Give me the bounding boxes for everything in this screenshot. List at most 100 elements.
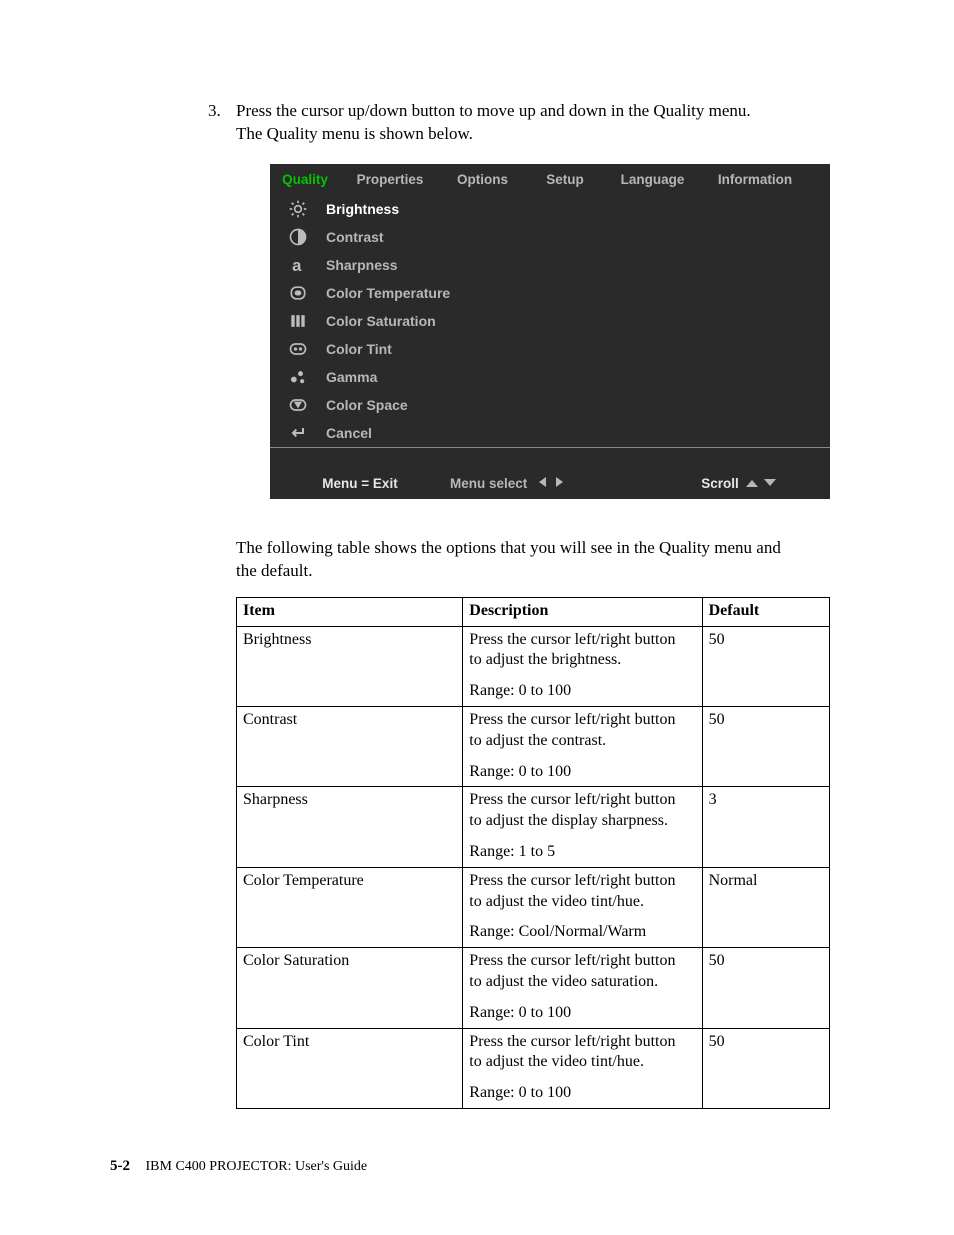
cell-item: Contrast [237, 706, 463, 786]
cell-description: Press the cursor left/right button to ad… [463, 706, 702, 786]
sharpness-icon: a [270, 255, 326, 275]
contrast-icon [270, 227, 326, 247]
table-row: Brightness Press the cursor left/right b… [237, 626, 830, 706]
osd-item-color-saturation[interactable]: Color Saturation [270, 307, 830, 335]
desc-range: Range: 0 to 100 [469, 762, 695, 783]
tab-language[interactable]: Language [605, 164, 700, 193]
gamma-icon [270, 367, 326, 387]
cell-description: Press the cursor left/right button to ad… [463, 948, 702, 1028]
table-row: Color Temperature Press the cursor left/… [237, 867, 830, 947]
color-tint-icon [270, 339, 326, 359]
cell-item: Sharpness [237, 787, 463, 867]
cell-description: Press the cursor left/right button to ad… [463, 1028, 702, 1108]
desc-line: Press the cursor left/right button [469, 711, 675, 728]
desc-line: to adjust the video tint/hue. [469, 893, 644, 910]
desc-range: Range: Cool/Normal/Warm [469, 922, 695, 943]
osd-item-label: Color Temperature [326, 285, 450, 301]
arrow-left-icon [535, 476, 551, 491]
osd-separator [270, 447, 830, 470]
footer-scroll: Scroll [660, 476, 830, 491]
table-row: Contrast Press the cursor left/right but… [237, 706, 830, 786]
brightness-icon [270, 199, 326, 219]
desc-line: Press the cursor left/right button [469, 872, 675, 889]
cell-description: Press the cursor left/right button to ad… [463, 626, 702, 706]
cell-description: Press the cursor left/right button to ad… [463, 867, 702, 947]
desc-line: Press the cursor left/right button [469, 1033, 675, 1050]
color-space-icon [270, 395, 326, 415]
osd-item-label: Color Space [326, 397, 408, 413]
desc-range: Range: 1 to 5 [469, 842, 695, 863]
svg-text:a: a [292, 256, 302, 275]
osd-item-label: Gamma [326, 369, 377, 385]
instruction-item: 3. Press the cursor up/down button to mo… [236, 100, 844, 146]
osd-tab-bar: Quality Properties Options Setup Languag… [270, 164, 830, 193]
desc-line: to adjust the video tint/hue. [469, 1053, 644, 1070]
header-description: Description [463, 597, 702, 626]
cell-default: 50 [702, 1028, 829, 1108]
desc-line: to adjust the contrast. [469, 732, 606, 749]
cell-default: 50 [702, 706, 829, 786]
table-intro-line2: the default. [236, 561, 312, 580]
cell-description: Press the cursor left/right button to ad… [463, 787, 702, 867]
desc-range: Range: 0 to 100 [469, 681, 695, 702]
cell-default: 50 [702, 626, 829, 706]
desc-line: to adjust the video saturation. [469, 973, 658, 990]
footer-title: IBM C400 PROJECTOR: User's Guide [146, 1159, 368, 1174]
table-intro: The following table shows the options th… [236, 537, 844, 583]
desc-line: Press the cursor left/right button [469, 791, 675, 808]
desc-range: Range: 0 to 100 [469, 1003, 695, 1024]
page-footer: 5-2 IBM C400 PROJECTOR: User's Guide [110, 1158, 367, 1175]
osd-item-brightness[interactable]: Brightness [270, 195, 830, 223]
arrow-right-icon [551, 476, 567, 491]
cell-item: Color Saturation [237, 948, 463, 1028]
tab-options[interactable]: Options [440, 164, 525, 193]
osd-item-label: Brightness [326, 201, 399, 217]
osd-menu: Quality Properties Options Setup Languag… [270, 164, 830, 499]
arrow-down-icon [763, 476, 777, 491]
osd-item-cancel[interactable]: Cancel [270, 419, 830, 447]
osd-item-label: Color Saturation [326, 313, 436, 329]
header-item: Item [237, 597, 463, 626]
desc-line: Press the cursor left/right button [469, 631, 675, 648]
osd-item-color-temperature[interactable]: Color Temperature [270, 279, 830, 307]
instruction-line2: The Quality menu is shown below. [236, 124, 473, 143]
osd-item-label: Contrast [326, 229, 384, 245]
cell-item: Color Temperature [237, 867, 463, 947]
page-number: 5-2 [110, 1158, 130, 1174]
tab-setup[interactable]: Setup [525, 164, 605, 193]
table-header-row: Item Description Default [237, 597, 830, 626]
footer-scroll-label: Scroll [701, 476, 739, 491]
tab-properties[interactable]: Properties [340, 164, 440, 193]
tab-information[interactable]: Information [700, 164, 810, 193]
footer-exit: Menu = Exit [270, 476, 450, 491]
cell-item: Color Tint [237, 1028, 463, 1108]
table-row: Sharpness Press the cursor left/right bu… [237, 787, 830, 867]
osd-item-gamma[interactable]: Gamma [270, 363, 830, 391]
cell-default: 3 [702, 787, 829, 867]
table-row: Color Tint Press the cursor left/right b… [237, 1028, 830, 1108]
osd-item-color-tint[interactable]: Color Tint [270, 335, 830, 363]
table-intro-line1: The following table shows the options th… [236, 538, 781, 557]
cell-default: 50 [702, 948, 829, 1028]
arrow-up-icon [745, 476, 759, 491]
desc-line: to adjust the display sharpness. [469, 812, 668, 829]
table-row: Color Saturation Press the cursor left/r… [237, 948, 830, 1028]
desc-line: Press the cursor left/right button [469, 952, 675, 969]
return-icon [270, 423, 326, 443]
options-table: Item Description Default Brightness Pres… [236, 597, 830, 1109]
desc-line: to adjust the brightness. [469, 651, 621, 668]
osd-item-contrast[interactable]: Contrast [270, 223, 830, 251]
color-temperature-icon [270, 283, 326, 303]
cell-item: Brightness [237, 626, 463, 706]
osd-item-label: Color Tint [326, 341, 392, 357]
osd-item-label: Sharpness [326, 257, 398, 273]
osd-item-color-space[interactable]: Color Space [270, 391, 830, 419]
footer-select: Menu select [450, 476, 660, 491]
desc-range: Range: 0 to 100 [469, 1083, 695, 1104]
header-default: Default [702, 597, 829, 626]
color-saturation-icon [270, 311, 326, 331]
tab-quality[interactable]: Quality [270, 164, 340, 193]
instruction-number: 3. [208, 100, 221, 123]
osd-item-label: Cancel [326, 425, 372, 441]
osd-item-sharpness[interactable]: a Sharpness [270, 251, 830, 279]
